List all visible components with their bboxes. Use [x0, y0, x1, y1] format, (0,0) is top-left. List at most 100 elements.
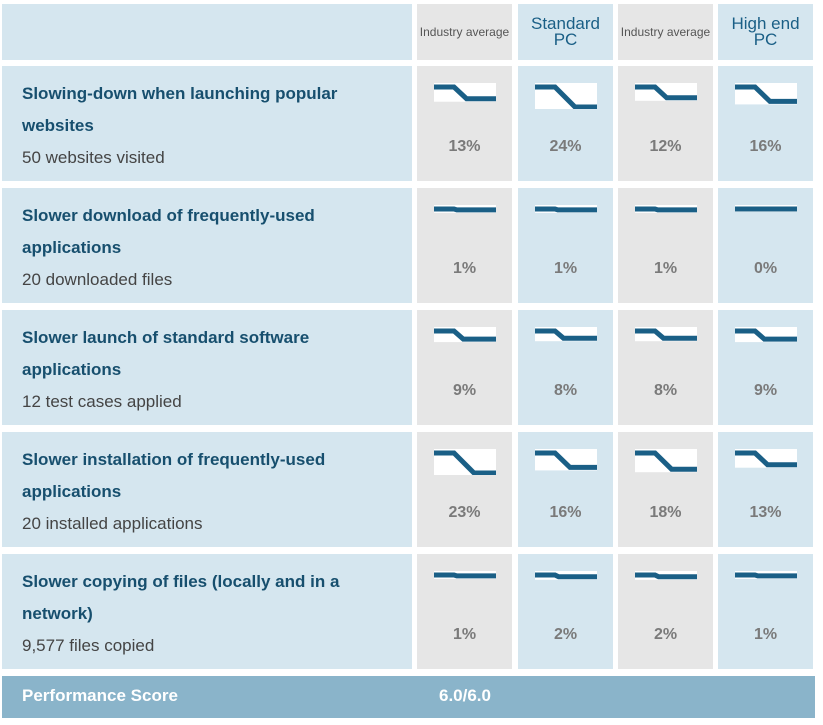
sparkline-path — [635, 84, 697, 101]
header-blank-cell — [2, 4, 412, 60]
sparkline-path — [635, 572, 697, 580]
column-header-label: High end PC — [731, 14, 800, 49]
result-cell: 18% — [618, 432, 713, 547]
test-title: Slowing-down when launching popular webs… — [22, 84, 338, 135]
test-row-label: Slowing-down when launching popular webs… — [2, 66, 412, 181]
sparkline-path — [735, 84, 797, 104]
slowdown-percentage: 8% — [653, 382, 678, 399]
result-cell: 1% — [417, 188, 512, 303]
slowdown-percentage: 18% — [649, 504, 682, 521]
sparkline-cover — [434, 578, 496, 597]
test-row-label: Slower installation of frequently-used a… — [2, 432, 412, 547]
test-row-label: Slower launch of standard software appli… — [2, 310, 412, 425]
sparkline-path — [735, 450, 797, 468]
slowdown-percentage: 1% — [452, 260, 477, 277]
result-cell: 23% — [417, 432, 512, 547]
result-cell: 0% — [718, 188, 813, 303]
column-header: Standard PC — [518, 4, 613, 60]
slowdown-sparkline — [635, 571, 697, 597]
slowdown-percentage: 1% — [653, 260, 678, 277]
slowdown-sparkline — [635, 205, 697, 231]
slowdown-percentage: 8% — [553, 382, 578, 399]
sparkline-path — [434, 84, 496, 102]
slowdown-sparkline — [735, 205, 797, 231]
sparkline-path — [635, 206, 697, 213]
sparkline-path — [535, 450, 597, 470]
slowdown-percentage: 1% — [753, 626, 778, 643]
result-cell: 16% — [718, 66, 813, 181]
sparkline-path — [635, 328, 697, 341]
result-cell: 13% — [417, 66, 512, 181]
performance-score-label: Performance Score — [22, 686, 178, 705]
result-cell: 16% — [518, 432, 613, 547]
sparkline-path — [735, 572, 797, 579]
test-subtitle: 50 websites visited — [22, 148, 165, 167]
performance-score-value: 6.0/6.0 — [439, 686, 491, 705]
slowdown-sparkline — [635, 449, 697, 475]
sparkline-path — [535, 206, 597, 213]
result-cell: 1% — [417, 554, 512, 669]
slowdown-percentage: 2% — [653, 626, 678, 643]
slowdown-percentage: 16% — [749, 138, 782, 155]
test-title: Slower launch of standard software appli… — [22, 328, 310, 379]
slowdown-sparkline — [735, 83, 797, 109]
sparkline-path — [434, 328, 496, 342]
result-cell: 9% — [718, 310, 813, 425]
slowdown-sparkline — [434, 571, 496, 597]
result-cell: 8% — [618, 310, 713, 425]
sparkline-cover — [434, 101, 496, 109]
sparkline-path — [635, 450, 697, 472]
result-cell: 9% — [417, 310, 512, 425]
result-cell: 1% — [618, 188, 713, 303]
slowdown-percentage: 13% — [448, 138, 481, 155]
slowdown-percentage: 24% — [549, 138, 582, 155]
slowdown-percentage: 12% — [649, 138, 682, 155]
sparkline-cover — [635, 472, 697, 475]
slowdown-percentage: 0% — [753, 260, 778, 277]
test-subtitle: 20 installed applications — [22, 514, 203, 533]
sparkline-cover — [735, 342, 797, 353]
sparkline-path — [434, 450, 496, 475]
test-title: Slower installation of frequently-used a… — [22, 450, 326, 501]
sparkline-cover — [535, 212, 597, 231]
slowdown-percentage: 2% — [553, 626, 578, 643]
result-cell: 1% — [718, 554, 813, 669]
sparkline-path — [535, 328, 597, 341]
test-title: Slower copying of files (locally and in … — [22, 572, 340, 623]
result-cell: 8% — [518, 310, 613, 425]
slowdown-sparkline — [535, 571, 597, 597]
sparkline-cover — [434, 342, 496, 353]
sparkline-path — [434, 572, 496, 579]
slowdown-percentage: 16% — [549, 504, 582, 521]
column-header: Industry average — [417, 4, 512, 60]
slowdown-sparkline — [735, 571, 797, 597]
sparkline-cover — [635, 341, 697, 353]
sparkline-cover — [434, 212, 496, 231]
slowdown-percentage: 1% — [452, 626, 477, 643]
result-cell: 24% — [518, 66, 613, 181]
result-cell: 2% — [618, 554, 713, 669]
sparkline-cover — [535, 470, 597, 475]
column-header-label: Industry average — [620, 25, 711, 39]
result-cell: 12% — [618, 66, 713, 181]
sparkline-cover — [735, 104, 797, 109]
sparkline-path — [434, 206, 496, 213]
sparkline-cover — [735, 212, 797, 231]
test-subtitle: 12 test cases applied — [22, 392, 182, 411]
column-header-label: Standard PC — [531, 14, 600, 49]
slowdown-sparkline — [735, 327, 797, 353]
slowdown-sparkline — [434, 83, 496, 109]
test-row-label: Slower copying of files (locally and in … — [2, 554, 412, 669]
slowdown-percentage: 9% — [753, 382, 778, 399]
sparkline-cover — [635, 579, 697, 597]
slowdown-sparkline — [535, 205, 597, 231]
test-row-label: Slower download of frequently-used appli… — [2, 188, 412, 303]
slowdown-sparkline — [535, 327, 597, 353]
slowdown-sparkline — [735, 449, 797, 475]
slowdown-percentage: 13% — [749, 504, 782, 521]
slowdown-sparkline — [535, 449, 597, 475]
slowdown-percentage: 9% — [452, 382, 477, 399]
result-cell: 13% — [718, 432, 813, 547]
test-title: Slower download of frequently-used appli… — [22, 206, 315, 257]
result-cell: 2% — [518, 554, 613, 669]
